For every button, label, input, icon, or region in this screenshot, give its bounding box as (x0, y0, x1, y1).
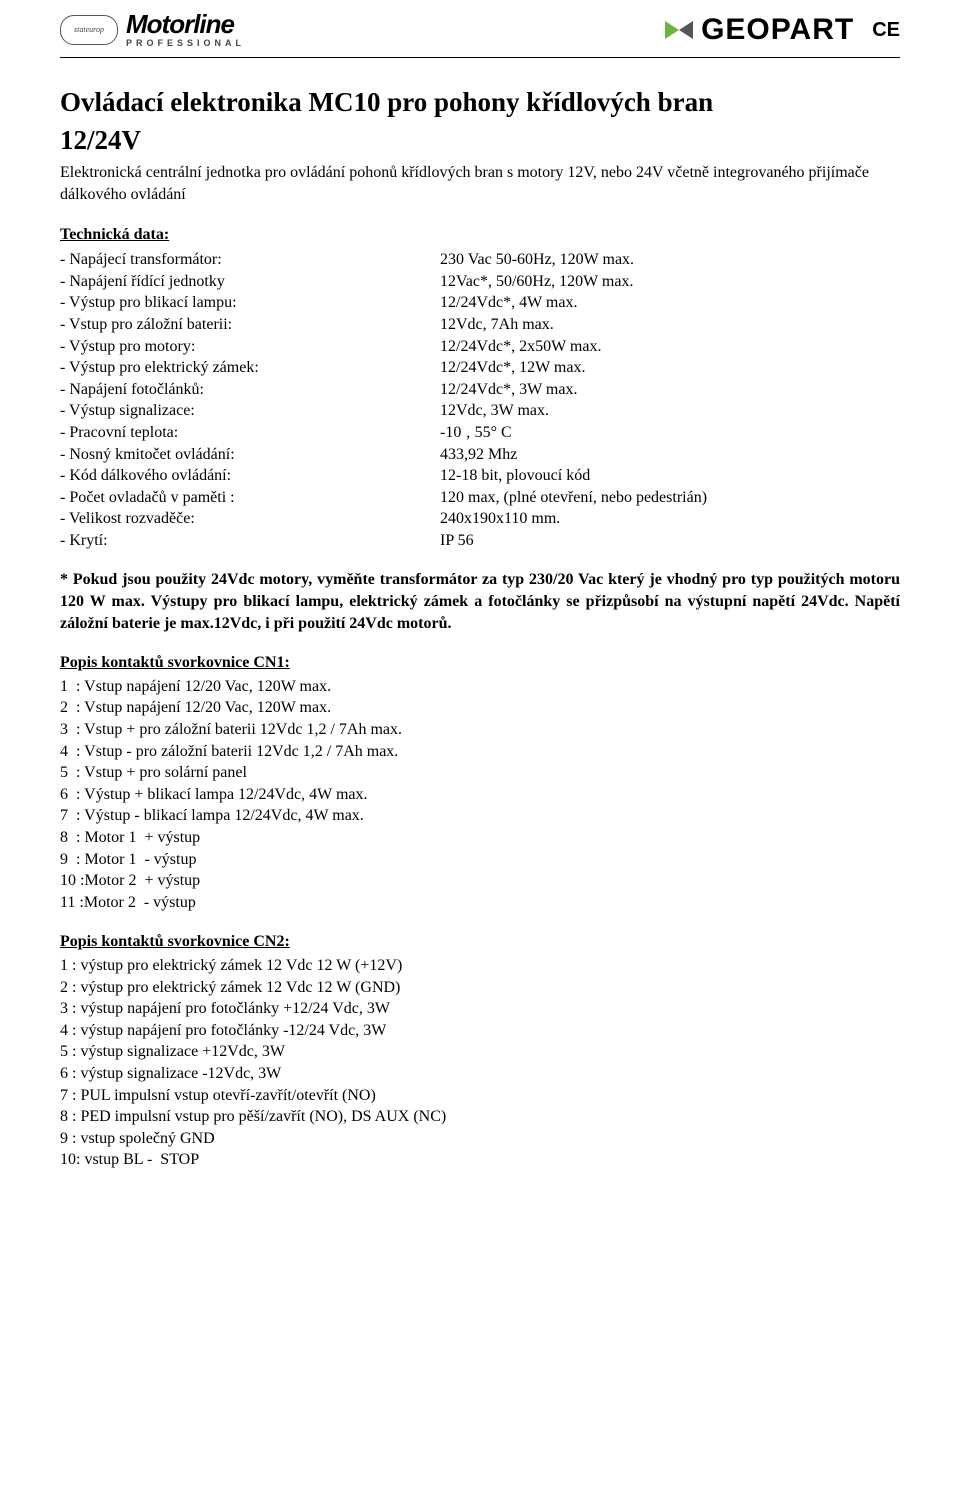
spec-value: 12Vdc, 3W max. (440, 400, 707, 422)
spec-row: - Výstup pro motory: 12/24Vdc*, 2x50W ma… (60, 336, 707, 358)
motorline-logo: Motorline PROFESSIONAL (126, 12, 245, 49)
intro-paragraph: Elektronická centrální jednotka pro ovlá… (60, 162, 900, 205)
spec-label: - Výstup pro blikací lampu: (60, 292, 440, 314)
spec-table: - Napájecí transformátor: 230 Vac 50-60H… (60, 249, 707, 551)
spec-label: - Pracovní teplota: (60, 422, 440, 444)
list-item: 4 : Vstup - pro záložní baterii 12Vdc 1,… (60, 741, 900, 763)
spec-row: - Velikost rozvaděče: 240x190x110 mm. (60, 508, 707, 530)
spec-row: - Počet ovladačů v paměti : 120 max, (pl… (60, 487, 707, 509)
spec-label: - Výstup pro motory: (60, 336, 440, 358)
list-item: 1 : výstup pro elektrický zámek 12 Vdc 1… (60, 955, 900, 977)
spec-label: - Nosný kmitočet ovládání: (60, 444, 440, 466)
spec-value: -10 ‚ 55° C (440, 422, 707, 444)
list-item: 9 : Motor 1 - výstup (60, 849, 900, 871)
spec-row: - Napájení řídící jednotky 12Vac*, 50/60… (60, 271, 707, 293)
spec-label: - Výstup pro elektrický zámek: (60, 357, 440, 379)
spec-value: 12/24Vdc*, 12W max. (440, 357, 707, 379)
spec-row: - Vstup pro záložní baterii: 12Vdc, 7Ah … (60, 314, 707, 336)
list-item: 1 : Vstup napájení 12/20 Vac, 120W max. (60, 676, 900, 698)
spec-label: - Vstup pro záložní baterii: (60, 314, 440, 336)
list-item: 10 :Motor 2 + výstup (60, 870, 900, 892)
list-item: 10: vstup BL - STOP (60, 1149, 900, 1171)
spec-row: - Výstup pro elektrický zámek: 12/24Vdc*… (60, 357, 707, 379)
list-item: 7 : Výstup - blikací lampa 12/24Vdc, 4W … (60, 805, 900, 827)
spec-label: - Kód dálkového ovládání: (60, 465, 440, 487)
spec-value: 12Vdc, 7Ah max. (440, 314, 707, 336)
list-item: 3 : Vstup + pro záložní baterii 12Vdc 1,… (60, 719, 900, 741)
spec-label: - Napájení řídící jednotky (60, 271, 440, 293)
spec-value: 12-18 bit, plovoucí kód (440, 465, 707, 487)
document-title-line2: 12/24V (60, 122, 900, 158)
logo-right-group: GEOPART CE (665, 10, 900, 51)
spec-value: 12/24Vdc*, 3W max. (440, 379, 707, 401)
list-item: 8 : Motor 1 + výstup (60, 827, 900, 849)
cn2-heading: Popis kontaktů svorkovnice CN2: (60, 931, 900, 953)
spec-label: - Výstup signalizace: (60, 400, 440, 422)
list-item: 2 : výstup pro elektrický zámek 12 Vdc 1… (60, 977, 900, 999)
spec-value: 12Vac*, 50/60Hz, 120W max. (440, 271, 707, 293)
spec-row: - Napájení fotočlánků: 12/24Vdc*, 3W max… (60, 379, 707, 401)
list-item: 5 : výstup signalizace +12Vdc, 3W (60, 1041, 900, 1063)
cn1-heading: Popis kontaktů svorkovnice CN1: (60, 652, 900, 674)
list-item: 9 : vstup společný GND (60, 1128, 900, 1150)
arrow-right-icon (665, 21, 679, 39)
ce-mark-icon: CE (872, 17, 900, 44)
spec-row: - Krytí: IP 56 (60, 530, 707, 552)
document-page: stateurop Motorline PROFESSIONAL GEOPART… (0, 0, 960, 1499)
spec-row: - Kód dálkového ovládání: 12-18 bit, plo… (60, 465, 707, 487)
motorline-name: Motorline (126, 12, 245, 37)
logo-left-group: stateurop Motorline PROFESSIONAL (60, 12, 245, 49)
list-item: 3 : výstup napájení pro fotočlánky +12/2… (60, 998, 900, 1020)
list-item: 4 : výstup napájení pro fotočlánky -12/2… (60, 1020, 900, 1042)
list-item: 11 :Motor 2 - výstup (60, 892, 900, 914)
arrow-left-icon (679, 21, 693, 39)
geopart-name: GEOPART (701, 10, 854, 51)
spec-label: - Počet ovladačů v paměti : (60, 487, 440, 509)
spec-row: - Pracovní teplota: -10 ‚ 55° C (60, 422, 707, 444)
cn2-list: 1 : výstup pro elektrický zámek 12 Vdc 1… (60, 955, 900, 1171)
spec-label: - Napájecí transformátor: (60, 249, 440, 271)
list-item: 8 : PED impulsní vstup pro pěší/zavřít (… (60, 1106, 900, 1128)
list-item: 6 : výstup signalizace -12Vdc, 3W (60, 1063, 900, 1085)
list-item: 2 : Vstup napájení 12/20 Vac, 120W max. (60, 697, 900, 719)
spec-value: 433,92 Mhz (440, 444, 707, 466)
cn1-list: 1 : Vstup napájení 12/20 Vac, 120W max. … (60, 676, 900, 914)
document-title-line1: Ovládací elektronika MC10 pro pohony kří… (60, 84, 900, 120)
spec-label: - Krytí: (60, 530, 440, 552)
page-header: stateurop Motorline PROFESSIONAL GEOPART… (60, 10, 900, 58)
spec-row: - Výstup signalizace: 12Vdc, 3W max. (60, 400, 707, 422)
list-item: 5 : Vstup + pro solární panel (60, 762, 900, 784)
spec-value: 230 Vac 50-60Hz, 120W max. (440, 249, 707, 271)
spec-row: - Napájecí transformátor: 230 Vac 50-60H… (60, 249, 707, 271)
technical-data-heading: Technická data: (60, 224, 900, 246)
spec-value: IP 56 (440, 530, 707, 552)
list-item: 7 : PUL impulsní vstup otevří-zavřít/ote… (60, 1085, 900, 1107)
spec-label: - Napájení fotočlánků: (60, 379, 440, 401)
motorline-sub: PROFESSIONAL (126, 37, 245, 49)
spec-label: - Velikost rozvaděče: (60, 508, 440, 530)
list-item: 6 : Výstup + blikací lampa 12/24Vdc, 4W … (60, 784, 900, 806)
spec-value: 240x190x110 mm. (440, 508, 707, 530)
spec-value: 120 max, (plné otevření, nebo pedestrián… (440, 487, 707, 509)
spec-value: 12/24Vdc*, 4W max. (440, 292, 707, 314)
compatibility-note: * Pokud jsou použity 24Vdc motory, vyměň… (60, 569, 900, 634)
geopart-arrows-icon (665, 21, 693, 39)
spec-row: - Výstup pro blikací lampu: 12/24Vdc*, 4… (60, 292, 707, 314)
spec-row: - Nosný kmitočet ovládání: 433,92 Mhz (60, 444, 707, 466)
spec-value: 12/24Vdc*, 2x50W max. (440, 336, 707, 358)
stateurop-badge: stateurop (60, 15, 118, 45)
